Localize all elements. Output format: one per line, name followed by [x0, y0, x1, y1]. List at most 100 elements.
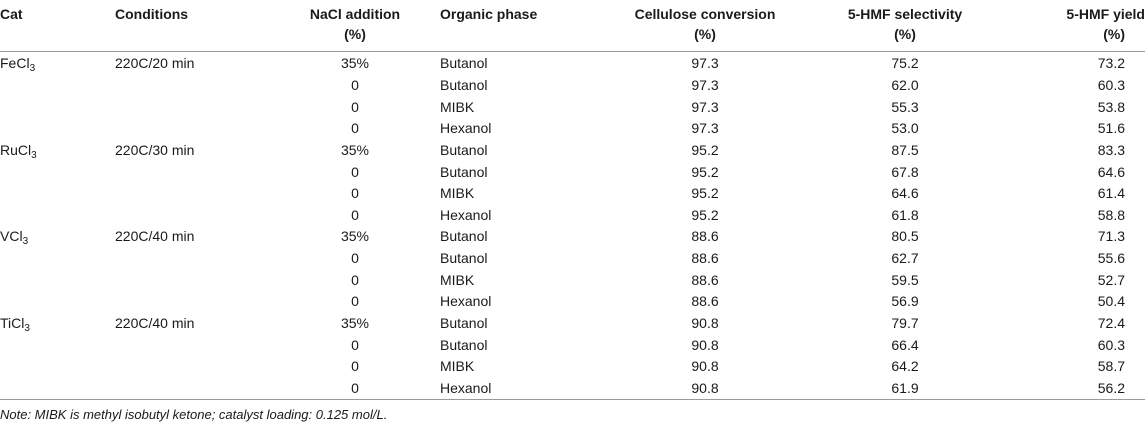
conversion-cell: 88.6	[691, 271, 719, 288]
catalyst-cell: VCl3	[0, 226, 115, 248]
table-row: 0 MIBK 88.6 59.5 52.7	[0, 269, 1145, 291]
catalyst-cell: FeCl3	[0, 52, 115, 75]
yield-cell: 71.3	[1097, 228, 1125, 245]
selectivity-cell: 62.7	[891, 250, 919, 267]
conditions-cell	[115, 269, 270, 291]
conditions-cell	[115, 161, 270, 183]
table-row: 0 MIBK 95.2 64.6 61.4	[0, 183, 1145, 205]
table-row: 0 MIBK 97.3 55.3 53.8	[0, 96, 1145, 118]
yield-cell: 58.7	[1097, 358, 1125, 375]
table-row: FeCl3 220C/20 min 35% Butanol 97.3 75.2 73.2	[0, 52, 1145, 75]
nacl-cell: 35%	[340, 141, 370, 158]
conditions-cell	[115, 334, 270, 356]
table-row: 0 Butanol 88.6 62.7 55.6	[0, 248, 1145, 270]
catalyst-name: VCl	[0, 228, 23, 245]
table-row: 0 Hexanol 97.3 53.0 51.6	[0, 118, 1145, 140]
nacl-cell: 35%	[340, 55, 370, 72]
organic-phase-cell: MIBK	[440, 358, 475, 375]
selectivity-cell: 53.0	[891, 120, 919, 137]
organic-phase-cell: Butanol	[440, 76, 488, 93]
yield-cell: 50.4	[1097, 293, 1125, 310]
organic-phase-cell: Butanol	[440, 163, 488, 180]
selectivity-cell: 64.2	[891, 358, 919, 375]
header-organic-label: Organic phase	[440, 6, 538, 22]
selectivity-cell: 61.9	[810, 377, 1000, 401]
nacl-cell: 0	[351, 250, 359, 267]
conversion-cell: 95.2	[691, 206, 719, 223]
conversion-cell: 88.6	[691, 293, 719, 310]
organic-phase-cell: Hexanol	[440, 206, 492, 223]
conditions-cell	[115, 291, 270, 313]
table-row: 0 Butanol 95.2 67.8 64.6	[0, 161, 1145, 183]
nacl-cell: 0	[351, 293, 359, 310]
yield-cell: 73.2	[1097, 55, 1125, 72]
yield-cell: 72.4	[1097, 315, 1125, 331]
conversion-cell: 95.2	[691, 185, 719, 202]
selectivity-cell: 80.5	[891, 228, 919, 245]
selectivity-cell: 55.3	[891, 98, 919, 115]
nacl-cell: 0	[351, 76, 359, 93]
yield-cell: 64.6	[1097, 163, 1125, 180]
catalyst-subscript: 3	[24, 323, 30, 334]
table-row: 0 Butanol 90.8 66.4 60.3	[0, 334, 1145, 356]
table-row: RuCl3 220C/30 min 35% Butanol 95.2 87.5 83.3	[0, 140, 1145, 162]
selectivity-cell: 56.9	[891, 293, 919, 310]
yield-cell: 55.6	[1097, 250, 1125, 267]
yield-cell: 51.6	[1097, 120, 1125, 137]
selectivity-cell: 79.7	[891, 315, 919, 331]
table-row: 0 MIBK 90.8 64.2 58.7	[0, 356, 1145, 378]
header-yield: 5-HMF yield (%)	[1000, 0, 1145, 52]
selectivity-cell: 87.5	[891, 141, 919, 158]
nacl-cell: 0	[351, 336, 359, 353]
nacl-cell: 0	[351, 98, 359, 115]
catalyst-cell	[0, 118, 115, 140]
organic-phase-cell: Butanol	[440, 228, 488, 245]
header-conditions-label: Conditions	[115, 6, 189, 22]
organic-phase-cell: Butanol	[440, 55, 488, 72]
header-selectivity-unit: (%)	[894, 26, 916, 42]
conditions-cell: 220C/20 min	[115, 55, 195, 72]
nacl-cell: 0	[351, 271, 359, 288]
conversion-cell: 90.8	[600, 377, 810, 401]
header-yield-label: 5-HMF yield	[1066, 6, 1145, 22]
conditions-cell: 220C/40 min	[115, 315, 195, 331]
catalyst-cell	[0, 161, 115, 183]
conversion-cell: 88.6	[691, 228, 719, 245]
selectivity-cell: 64.6	[891, 185, 919, 202]
yield-cell: 60.3	[1097, 76, 1125, 93]
header-nacl-label: NaCl addition	[309, 6, 401, 22]
selectivity-cell: 75.2	[891, 55, 919, 72]
conditions-cell	[115, 248, 270, 270]
catalyst-cell	[0, 356, 115, 378]
catalyst-cell	[0, 377, 115, 401]
header-organic: Organic phase	[440, 0, 600, 52]
header-conversion-unit: (%)	[694, 26, 716, 42]
yield-cell: 52.7	[1097, 271, 1125, 288]
header-selectivity-label: 5-HMF selectivity	[847, 6, 963, 22]
conversion-cell: 97.3	[691, 98, 719, 115]
nacl-cell: 35%	[340, 228, 370, 245]
header-cat-label: Cat	[0, 6, 23, 22]
catalyst-cell: TiCl3	[0, 313, 115, 335]
organic-phase-cell: Butanol	[440, 250, 488, 267]
catalyst-cell	[0, 291, 115, 313]
organic-phase-cell: Hexanol	[440, 293, 492, 310]
conversion-cell: 95.2	[691, 141, 719, 158]
catalyst-subscript: 3	[22, 236, 29, 248]
conditions-cell: 220C/30 min	[115, 141, 195, 158]
conversion-cell: 90.8	[691, 315, 719, 331]
conditions-cell	[115, 75, 270, 97]
catalyst-name: TiCl	[0, 315, 25, 331]
organic-phase-cell: MIBK	[440, 185, 475, 202]
organic-phase-cell: Butanol	[440, 315, 488, 331]
catalyst-name: RuCl	[0, 141, 32, 158]
table-body: FeCl3 220C/20 min 35% Butanol 97.3 75.2 73.2 0 B…	[0, 52, 1145, 401]
catalyst-cell	[0, 248, 115, 270]
catalyst-cell	[0, 75, 115, 97]
table-row: 0 Hexanol 88.6 56.9 50.4	[0, 291, 1145, 313]
nacl-cell: 0	[351, 358, 359, 375]
catalyst-cell	[0, 183, 115, 205]
conditions-cell	[115, 96, 270, 118]
conditions-cell	[115, 118, 270, 140]
